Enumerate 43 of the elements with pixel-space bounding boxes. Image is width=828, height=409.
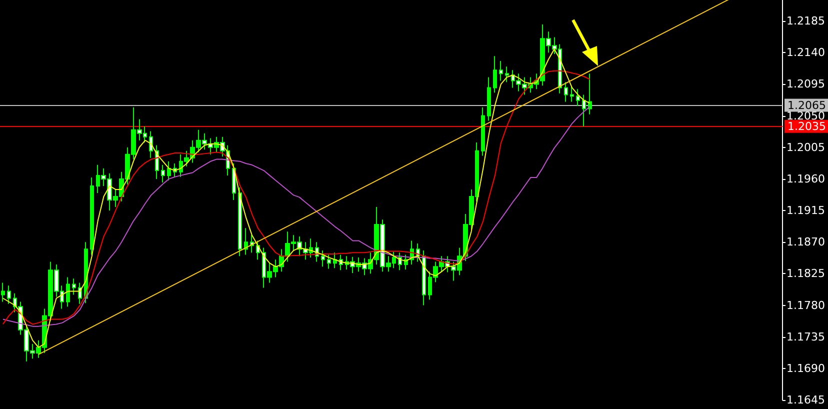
candlestick (321, 250, 325, 268)
candlestick (487, 76, 491, 122)
candlestick (244, 228, 248, 256)
candlestick (161, 164, 165, 183)
y-tick-label: 1.1735 (786, 330, 826, 344)
candlestick (66, 276, 70, 308)
y-tick-label: 1.1870 (786, 236, 826, 249)
candlestick (90, 177, 94, 256)
candlestick (588, 73, 592, 115)
candlestick (576, 88, 580, 106)
y-tick-label: 1.1825 (786, 267, 826, 280)
y-tick-label: 1.2005 (786, 140, 826, 154)
y-tick-label: 1.1780 (786, 298, 826, 312)
ref-line-label: 1.2065 (788, 98, 826, 112)
y-tick-label: 1.1690 (786, 362, 826, 375)
y-tick-label: 1.1915 (786, 204, 826, 218)
candlestick (232, 163, 236, 200)
candlestick (582, 94, 586, 127)
candlestick (1, 282, 5, 302)
candlestick (564, 82, 568, 102)
candlestick (493, 56, 497, 94)
candlestick (398, 252, 402, 271)
candlestick (256, 240, 260, 260)
candlestick (570, 86, 574, 102)
candlestick (7, 285, 11, 304)
candlestick (505, 66, 509, 83)
y-tick-label: 1.2095 (786, 78, 826, 91)
y-tick-label: 1.2140 (786, 46, 826, 60)
candlestick (238, 186, 242, 257)
ref-line-label: 1.2035 (788, 120, 826, 133)
candlestick (327, 254, 331, 270)
candlestick (481, 106, 485, 156)
candlestick (78, 282, 82, 304)
y-tick-label: 1.1960 (786, 172, 826, 186)
candlestick (422, 250, 426, 306)
y-tick-label: 1.1645 (786, 394, 826, 406)
candlestick (167, 160, 171, 181)
candlestick (72, 278, 76, 296)
y-tick-label: 1.2185 (786, 14, 826, 28)
candlestick (333, 252, 337, 269)
y-tick-label: 1.2050 (786, 109, 826, 122)
candlestick (149, 130, 153, 158)
candlestick (499, 60, 503, 82)
